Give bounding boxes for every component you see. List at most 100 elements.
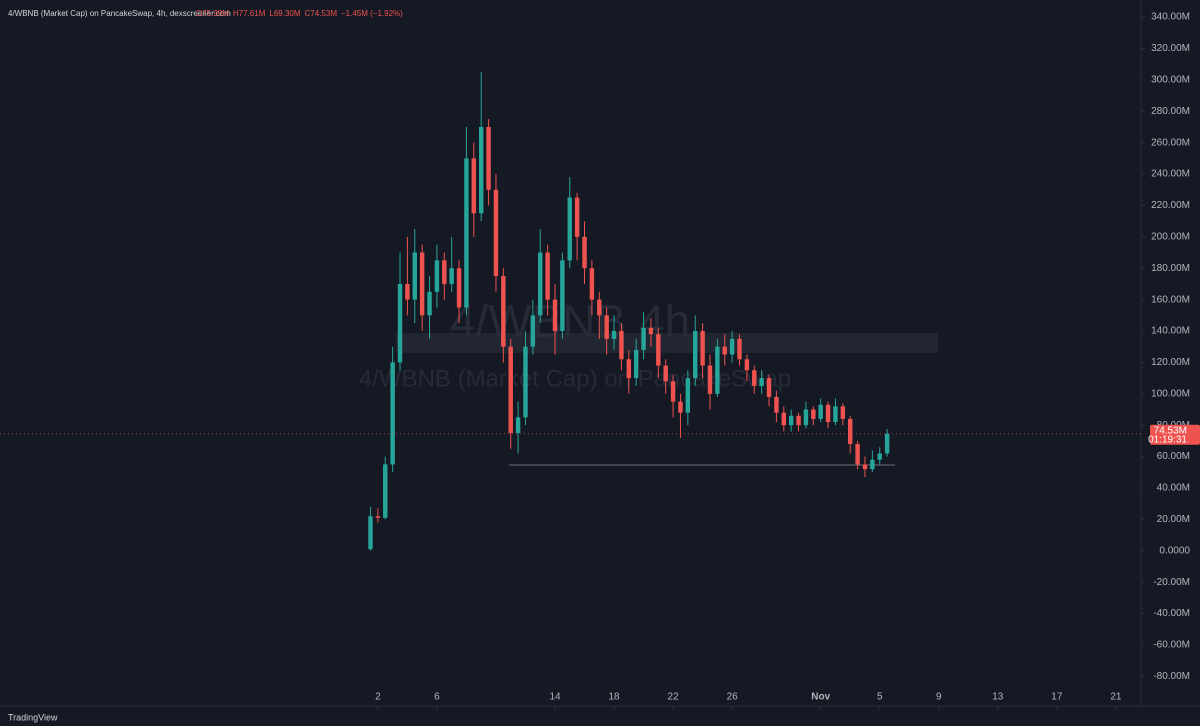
candle-body — [729, 338, 735, 355]
candle-body — [833, 406, 838, 423]
y-tick-label: -80.00M — [1153, 671, 1190, 682]
candle-body — [707, 365, 713, 394]
y-tick-label: 280.00M — [1151, 106, 1190, 117]
candle-body — [766, 378, 772, 397]
candle-body — [412, 252, 417, 300]
ohlc-value: −1.45M (−1.92%) — [341, 9, 403, 18]
candle-body — [619, 331, 624, 360]
candle-body — [375, 516, 381, 518]
candle-body — [848, 418, 853, 445]
x-tick-label: 26 — [727, 692, 739, 703]
candle-body — [693, 331, 698, 379]
candle-body — [456, 268, 462, 308]
candle-body — [552, 299, 558, 332]
candle-body — [419, 252, 425, 316]
candle-body — [589, 268, 595, 300]
candle-body — [383, 464, 388, 518]
candle-body — [449, 268, 454, 284]
candle-body — [648, 327, 654, 335]
x-tick-label: 2 — [375, 692, 381, 703]
candle-body — [774, 396, 779, 413]
candle-body — [670, 381, 676, 402]
ohlc-value: L69.30M — [269, 9, 300, 18]
last-price-label: 74.53M — [1154, 425, 1187, 436]
y-tick-label: 60.00M — [1157, 451, 1190, 462]
candle-body — [811, 409, 816, 419]
candle-body — [501, 276, 506, 347]
x-tick-label: 6 — [434, 692, 440, 703]
watermark: 4/WBNB (Market Cap) on PancakeSwap — [359, 365, 791, 392]
ohlc-value: C74.53M — [305, 9, 338, 18]
y-tick-label: 160.00M — [1151, 294, 1190, 305]
candle-body — [604, 315, 609, 339]
candle-body — [515, 417, 521, 434]
y-tick-label: 340.00M — [1151, 12, 1190, 23]
candle-body — [796, 415, 801, 426]
candle-body — [582, 236, 587, 269]
y-tick-label: -40.00M — [1153, 608, 1190, 619]
brand: TradingView — [8, 712, 58, 722]
candle-body — [538, 252, 543, 316]
x-tick-label: 9 — [936, 692, 942, 703]
candle-body — [744, 359, 750, 371]
ohlc-value: H77.61M — [233, 9, 266, 18]
candle-body — [803, 409, 809, 426]
candle-body — [478, 126, 484, 214]
chart-title: 4/WBNB (Market Cap) on PancakeSwap, 4h, … — [8, 9, 231, 18]
y-tick-label: 180.00M — [1151, 263, 1190, 274]
candle-body — [434, 260, 440, 292]
candle-body — [685, 378, 691, 413]
candle-body — [840, 406, 846, 419]
candle-body — [597, 299, 602, 316]
y-tick-label: 20.00M — [1157, 514, 1190, 525]
candle-body — [486, 126, 491, 190]
x-tick-label: 17 — [1051, 692, 1063, 703]
candle-body — [722, 346, 727, 355]
candle-body — [508, 346, 513, 434]
candle-body — [523, 346, 528, 418]
candle-body — [633, 349, 639, 379]
candle-body — [818, 404, 823, 419]
y-tick-label: 300.00M — [1151, 75, 1190, 86]
candle-body — [737, 338, 742, 360]
countdown: 01:19:31 — [1148, 434, 1187, 445]
x-tick-label: 5 — [877, 692, 883, 703]
candle-body — [427, 291, 432, 316]
candle-body — [641, 327, 646, 350]
candle-body — [862, 464, 868, 470]
candle-body — [788, 415, 794, 426]
candle-body — [611, 331, 617, 339]
candle-body — [663, 365, 668, 382]
drawn-rectangle — [396, 333, 938, 353]
candle-body — [493, 189, 499, 277]
y-tick-label: 120.00M — [1151, 357, 1190, 368]
x-tick-label: 14 — [549, 692, 561, 703]
last-price-box — [1150, 424, 1200, 445]
candle-body — [545, 252, 550, 300]
y-tick-label: 0.0000 — [1159, 545, 1190, 556]
candle-body — [870, 459, 875, 470]
candle-body — [825, 404, 831, 423]
y-tick-label: 140.00M — [1151, 326, 1190, 337]
candle-body — [759, 378, 764, 386]
candle-body — [464, 158, 469, 308]
candle-body — [567, 197, 572, 261]
candle-body — [781, 412, 787, 426]
x-tick-label: 22 — [668, 692, 680, 703]
candle-body — [560, 260, 565, 332]
candle-body — [368, 516, 373, 550]
x-tick-label: 13 — [992, 692, 1004, 703]
candle-body — [390, 362, 395, 465]
candle-body — [752, 370, 757, 386]
candle-body — [397, 283, 403, 363]
candle-body — [442, 260, 447, 284]
x-tick-label: Nov — [811, 692, 830, 703]
candle-body — [471, 158, 477, 214]
y-tick-label: 240.00M — [1151, 169, 1190, 180]
y-tick-label: -20.00M — [1153, 577, 1190, 588]
candle-body — [574, 197, 580, 237]
y-tick-label: 200.00M — [1151, 231, 1190, 242]
x-tick-label: 21 — [1110, 692, 1122, 703]
